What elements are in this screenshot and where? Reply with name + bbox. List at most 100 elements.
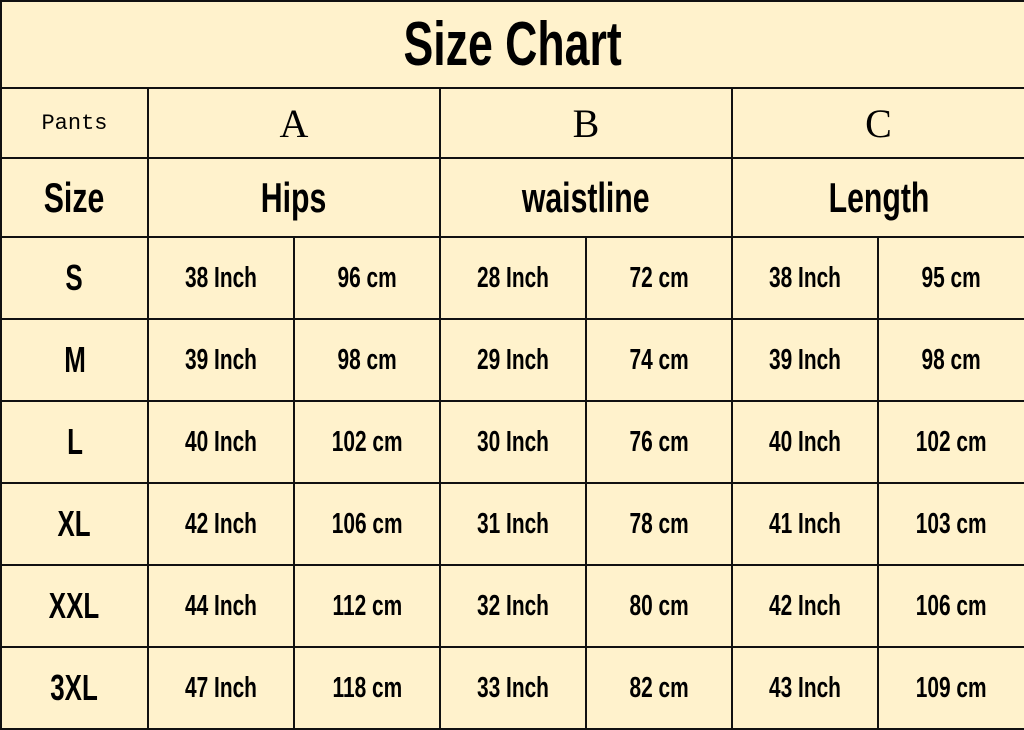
group-letter-c: C [730, 87, 1024, 159]
measurement-cell: 39 Inch [731, 318, 879, 402]
chart-title: Size Chart [0, 0, 1024, 89]
measurement-value: 98 cm [337, 343, 397, 376]
measurement-cell: 31 Inch [439, 482, 587, 566]
size-label: L [66, 421, 83, 462]
measurement-value: 109 cm [916, 671, 987, 704]
measurement-value: 41 Inch [769, 507, 841, 540]
measurement-cell: 76 cm [585, 400, 733, 484]
size-header-text: Size [44, 173, 105, 221]
measurement-value: 42 Inch [185, 507, 257, 540]
measurement-cell: 30 Inch [439, 400, 587, 484]
measurement-value: 43 Inch [769, 671, 841, 704]
measurement-cell: 39 Inch [147, 318, 295, 402]
waistline-header: waistline [439, 157, 733, 238]
measurement-value: 102 cm [916, 425, 987, 458]
group-letter-a: A [147, 87, 441, 159]
table-row: M 39 Inch 98 cm 29 Inch 74 cm 39 Inch 98 cm [0, 318, 1024, 402]
size-cell: XL [0, 482, 149, 566]
measurement-cell: 38 Inch [147, 236, 295, 320]
measurement-cell: 112 cm [293, 564, 441, 648]
table-row: XXL 44 Inch 112 cm 32 Inch 80 cm 42 Inch 106 c… [0, 564, 1024, 648]
measurement-cell: 80 cm [585, 564, 733, 648]
measurement-cell: 42 Inch [147, 482, 295, 566]
measurement-value: 47 Inch [185, 671, 257, 704]
measurement-value: 38 Inch [769, 261, 841, 294]
measurement-value: 40 Inch [769, 425, 841, 458]
measurement-value: 72 cm [629, 261, 689, 294]
group-letter-row: Pants A B C [0, 87, 1024, 159]
measurement-cell: 47 Inch [147, 646, 295, 730]
measurement-cell: 102 cm [876, 400, 1024, 484]
measurement-cell: 106 cm [876, 564, 1024, 648]
measurement-cell: 74 cm [585, 318, 733, 402]
measurement-cell: 118 cm [293, 646, 441, 730]
measurement-value: 44 Inch [185, 589, 257, 622]
size-cell: S [0, 236, 149, 320]
size-cell: XXL [0, 564, 149, 648]
measurement-value: 106 cm [331, 507, 403, 540]
size-cell: 3XL [0, 646, 149, 730]
measurement-value: 29 Inch [477, 343, 549, 376]
measurement-value: 32 Inch [477, 589, 549, 622]
table-row: S 38 Inch 96 cm 28 Inch 72 cm 38 Inch 95 cm [0, 236, 1024, 320]
category-label: Pants [0, 87, 149, 159]
length-header: Length [730, 157, 1024, 238]
measurement-cell: 95 cm [876, 236, 1024, 320]
measurement-cell: 28 Inch [439, 236, 587, 320]
measurement-cell: 32 Inch [439, 564, 587, 648]
size-label: XL [57, 503, 92, 544]
title-row: Size Chart [0, 0, 1024, 89]
table-row: 3XL 47 Inch 118 cm 33 Inch 82 cm 43 Inch 109 c… [0, 646, 1024, 730]
measurement-value: 112 cm [332, 589, 402, 622]
measurement-value: 102 cm [331, 425, 403, 458]
measurement-cell: 41 Inch [731, 482, 879, 566]
hips-header-text: Hips [261, 173, 327, 221]
size-label: M [63, 339, 86, 380]
measurement-value: 42 Inch [769, 589, 841, 622]
measurement-cell: 44 Inch [147, 564, 295, 648]
measurement-cell: 40 Inch [731, 400, 879, 484]
measurement-cell: 98 cm [876, 318, 1024, 402]
measurement-value: 80 cm [629, 589, 689, 622]
group-letter-b: B [439, 87, 733, 159]
measurement-value: 74 cm [629, 343, 689, 376]
measurement-cell: 106 cm [293, 482, 441, 566]
measurement-value: 39 Inch [185, 343, 257, 376]
measurement-cell: 29 Inch [439, 318, 587, 402]
measurement-value: 78 cm [629, 507, 689, 540]
measurement-cell: 42 Inch [731, 564, 879, 648]
header-row: Size Hips waistline Length [0, 157, 1024, 238]
measurement-value: 38 Inch [185, 261, 257, 294]
measurement-value: 28 Inch [477, 261, 549, 294]
measurement-value: 103 cm [916, 507, 987, 540]
measurement-value: 40 Inch [185, 425, 257, 458]
size-cell: L [0, 400, 149, 484]
measurement-cell: 78 cm [585, 482, 733, 566]
measurement-cell: 82 cm [585, 646, 733, 730]
waistline-header-text: waistline [522, 173, 650, 221]
measurement-value: 31 Inch [477, 507, 549, 540]
measurement-cell: 33 Inch [439, 646, 587, 730]
measurement-cell: 72 cm [585, 236, 733, 320]
measurement-value: 98 cm [921, 343, 982, 376]
measurement-value: 82 cm [629, 671, 689, 704]
size-label: XXL [49, 585, 100, 626]
table-row: XL 42 Inch 106 cm 31 Inch 78 cm 41 Inch 103 cm [0, 482, 1024, 566]
measurement-cell: 43 Inch [731, 646, 879, 730]
measurement-cell: 40 Inch [147, 400, 295, 484]
measurement-cell: 38 Inch [731, 236, 879, 320]
measurement-value: 95 cm [921, 261, 982, 294]
measurement-value: 39 Inch [769, 343, 841, 376]
measurement-cell: 96 cm [293, 236, 441, 320]
size-label: 3XL [50, 667, 99, 708]
measurement-cell: 103 cm [876, 482, 1024, 566]
table-body: S 38 Inch 96 cm 28 Inch 72 cm 38 Inch 95 cm M 39… [0, 236, 1024, 730]
measurement-value: 96 cm [337, 261, 397, 294]
length-header-text: Length [828, 173, 929, 221]
hips-header: Hips [147, 157, 441, 238]
measurement-value: 30 Inch [477, 425, 549, 458]
size-cell: M [0, 318, 149, 402]
measurement-value: 118 cm [332, 671, 402, 704]
table-row: L 40 Inch 102 cm 30 Inch 76 cm 40 Inch 102 cm [0, 400, 1024, 484]
